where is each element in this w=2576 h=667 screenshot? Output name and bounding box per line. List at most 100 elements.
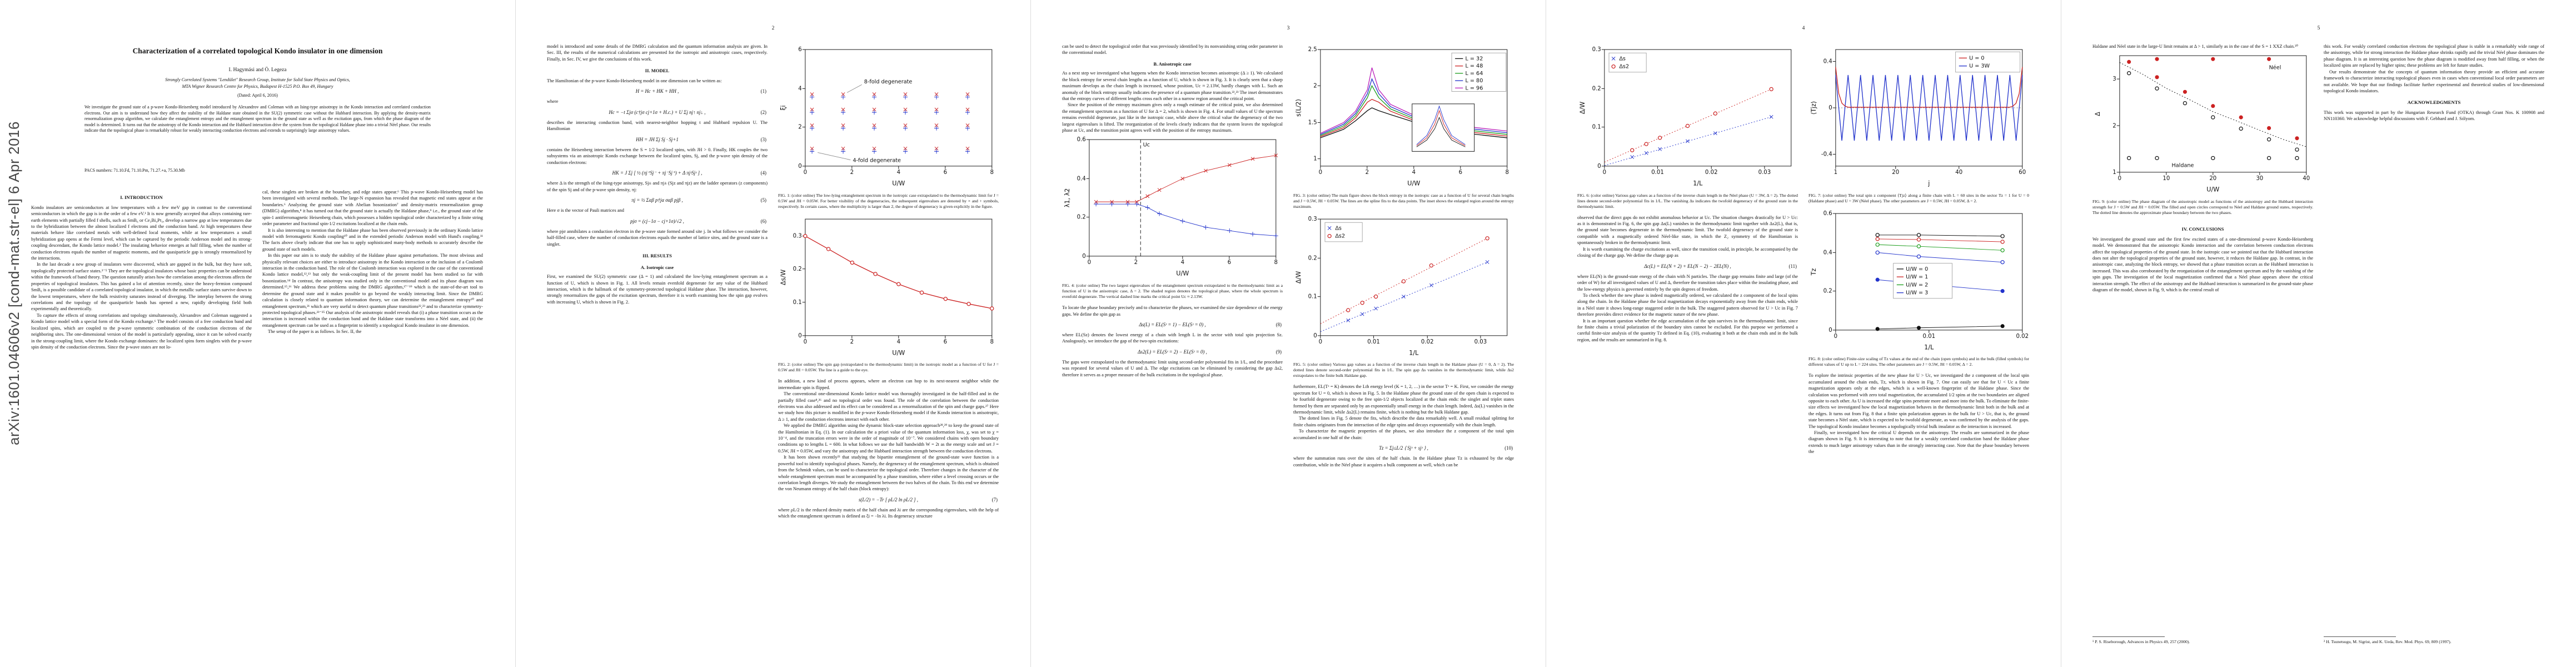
page-number: 5 — [2317, 26, 2320, 31]
paragraph: The Hamiltonian of the p-wave Kondo-Heis… — [547, 78, 722, 83]
fig9-xlabel: U/W — [2206, 186, 2219, 193]
paragraph: The dotted lines in Fig. 5 denote the fi… — [1293, 416, 1514, 427]
fig6-ylabel: Δ/W — [1579, 102, 1586, 114]
figure-1: 4-fold degenerate 8-fold degenerate 0 2 … — [778, 45, 999, 210]
paragraph: To explore the intrinsic properties of t… — [1808, 373, 2029, 429]
fig3-ytick-label: 2.5 — [1308, 47, 1317, 53]
paragraph: where pjσ annihilates a conduction elect… — [547, 228, 768, 247]
fig8-xtick-label: 0.01 — [1923, 334, 1936, 340]
paragraph: where EL(Sz) denotes the lowest energy o… — [1062, 332, 1283, 344]
fig8-xlabel: 1/L — [1924, 344, 1934, 351]
paragraph: Finally, we investigated how the critica… — [1808, 430, 2029, 455]
fig3-xtick-label: 6 — [1459, 170, 1462, 176]
fig4-ylabel: λ1, λ2 — [1064, 188, 1071, 208]
fig3-xlabel: U/W — [1407, 180, 1420, 187]
fig5-xtick-label: 0 — [1319, 339, 1322, 345]
fig6-ytick-label: 0 — [1597, 163, 1601, 170]
equation-number: (4) — [760, 170, 766, 176]
fig2-caption: FIG. 2: (color online) The spin gap (ext… — [778, 362, 999, 373]
fig1-ytick-label: 4 — [798, 86, 801, 92]
page2-left-column: model is introduced and some details of … — [547, 43, 768, 645]
fig2-xtick-label: 2 — [850, 339, 854, 345]
fig1-xlabel: U/W — [892, 180, 905, 187]
fig2-frame — [802, 218, 993, 339]
fig8-ytick-label: 0.6 — [1823, 211, 1832, 217]
fig2-xtick-label: 8 — [990, 339, 994, 345]
figure-8: U/W = 0 U/W = 1 U/W = 2 U/W = 3 0 0.01 0… — [1808, 208, 2029, 368]
fig1-xtick-label: 4 — [897, 170, 900, 176]
fig5-legend-label: Δs2 — [1335, 233, 1345, 239]
fig4-ytick-label: 0.6 — [1077, 137, 1086, 143]
fig1-spectrum-levels — [810, 84, 970, 161]
fig7-xtick-label: 60 — [2019, 170, 2026, 176]
fig2-ytick-label: 0.1 — [793, 299, 802, 305]
equation-body: Hc = −t Σjσ (c†jσ cj+1σ + H.c.) + U Σj n… — [609, 109, 706, 115]
fig6-caption: FIG. 6: (color online) Various gap value… — [1577, 192, 1798, 209]
fig1-caption: FIG. 1: (color online) The low-lying ent… — [778, 192, 999, 209]
fig8-plot: U/W = 0 U/W = 1 U/W = 2 U/W = 3 0 0.01 0… — [1808, 208, 2029, 355]
fig4-ytick-label: 0 — [1082, 253, 1085, 260]
fig4-xlabel: U/W — [1176, 270, 1189, 277]
fig9-ytick-label: 2 — [2112, 123, 2116, 130]
fig1-frame — [802, 49, 993, 169]
figure-4: Uc 0 2 4 6 8 0 0.2 0.4 0.6 U/W λ1, λ2 FI… — [1062, 135, 1283, 300]
fig6-xtick-label: 0.03 — [1758, 170, 1771, 176]
equation-body: Tz = Σj≤L/2 ⟨ Sjᶻ + sjᶻ ⟩ , — [1379, 445, 1428, 451]
fig8-ytick-label: 0.4 — [1823, 250, 1832, 256]
section-heading-results: III. RESULTS — [642, 253, 672, 259]
fig4-caption: FIG. 4: (color online) The two largest e… — [1062, 283, 1283, 300]
fig8-caption: FIG. 8: (color online) Finite-size scali… — [1808, 356, 2029, 367]
section-heading-conclusions: IV. CONCLUSIONS — [2181, 226, 2224, 232]
arxiv-sidebar-label: arXiv:1601.04606v2 [cond-mat.str-el] 6 A… — [6, 121, 22, 446]
fig7-plot: U = 0 U = 3W 1 20 40 60 -0.4 0 0.4 j ⟨Tj… — [1808, 45, 2029, 191]
equation-number: (10) — [1504, 445, 1513, 451]
fig4-xtick-label: 2 — [1134, 260, 1138, 266]
paper-authors: I. Hagymási and Ö. Legeza — [228, 67, 287, 73]
reference-item: ¹ P. S. Riseborough, Advances in Physics… — [2092, 639, 2190, 644]
paragraph: where ρL/2 is the reduced density matrix… — [778, 507, 999, 519]
fig9-caption: FIG. 9: (color online) The phase diagram… — [2092, 199, 2313, 216]
page5-left-column: Haldane and Néel state in the large-U li… — [2092, 43, 2313, 645]
page1-right-column: cal, these singlets are broken at the bo… — [262, 189, 483, 645]
fig1-xtick-label: 8 — [990, 170, 994, 176]
paragraph: As a next step we investigated what happ… — [1062, 71, 1283, 101]
fig2-xtick-label: 4 — [897, 339, 900, 345]
paragraph: It is an important question whether the … — [1577, 318, 1798, 342]
paragraph: can be used to detect the topological or… — [1062, 44, 1283, 56]
fig1-plot: 4-fold degenerate 8-fold degenerate 0 2 … — [778, 45, 999, 191]
paragraph: where — [547, 99, 559, 104]
fig1-xtick-label: 2 — [850, 170, 854, 176]
fig1-annotation: 4-fold degenerate — [853, 158, 901, 164]
equation-7: s(L/2) = −Tr [ ρL/2 ln ρL/2 ] , (7) — [778, 496, 999, 503]
fig6-plot: Δs Δs2 0 0.01 0.02 0.03 0 0.1 0.2 0.3 1/… — [1577, 45, 1798, 191]
paragraph: where EL(N) is the ground-state energy o… — [1577, 273, 1798, 292]
page5-right-column: this work. For weakly correlated conduct… — [2324, 43, 2544, 645]
pacs-line: PACS numbers: 71.10.Fd, 71.10.Pm, 71.27.… — [84, 168, 185, 173]
equation-2: Hc = −t Σjσ (c†jσ cj+1σ + H.c.) + U Σj n… — [547, 109, 768, 116]
paragraph: this work. For weakly correlated conduct… — [2324, 44, 2544, 68]
fig6-xtick-label: 0 — [1603, 170, 1606, 176]
fig5-ytick-label: 0.2 — [1308, 255, 1317, 261]
fig3-ylabel: s(L/2) — [1295, 99, 1302, 117]
equation-number: (6) — [760, 218, 766, 224]
figure-7: U = 0 U = 3W 1 20 40 60 -0.4 0 0.4 j ⟨Tj… — [1808, 45, 2029, 204]
fig8-xtick-label: 0 — [1834, 334, 1837, 340]
fig3-caption: FIG. 3: (color online) The main figure s… — [1293, 192, 1514, 209]
fig7-spin-profile-series — [1835, 67, 2023, 141]
paragraph: cal, these singlets are broken at the bo… — [262, 190, 483, 227]
fig1-ylabel: ξi — [780, 105, 787, 110]
paragraph: The conventional one-dimensional Kondo l… — [778, 391, 999, 422]
paragraph: To characterize the magnetic properties … — [1293, 429, 1514, 440]
fig7-ylabel: ⟨Tjz⟩ — [1810, 101, 1817, 115]
fig4-xtick-label: 6 — [1228, 260, 1231, 266]
fig3-xtick-label: 0 — [1319, 170, 1322, 176]
paper-title: Characterization of a correlated topolog… — [132, 47, 383, 55]
fig7-xtick-label: 1 — [1834, 170, 1837, 176]
fig8-legend-label: U/W = 2 — [1906, 282, 1928, 288]
fig3-ytick-label: 1 — [1313, 156, 1317, 162]
subsection-heading-isotropic: A. Isotropic case — [640, 265, 674, 270]
fig3-xtick-label: 2 — [1366, 170, 1369, 176]
fig1-annotation: 8-fold degenerate — [864, 79, 913, 85]
fig5-xlabel: 1/L — [1409, 349, 1419, 356]
